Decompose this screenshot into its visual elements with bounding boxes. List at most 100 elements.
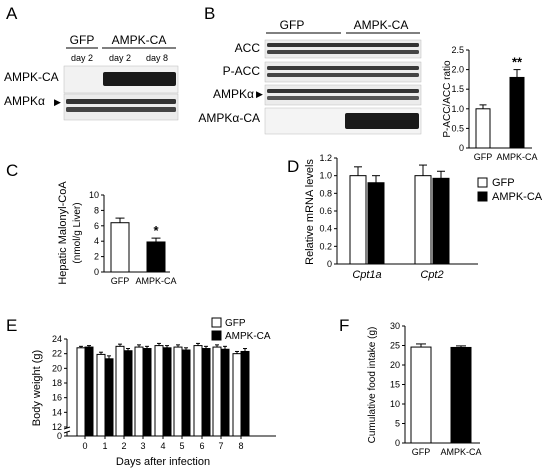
bar-gfp [193, 345, 203, 437]
chart-f-food-intake: 0 5 10 15 20 25 30 GFP AMPK-CA Cumulative food in… [367, 321, 482, 457]
blot-a: GFP AMPK-CA day 2 day 2 day 8 AMPK-CA AM… [4, 33, 179, 121]
significance-marker: * [153, 223, 159, 238]
bar-ampk-ca [432, 177, 450, 265]
blot-row-label: ACC [235, 41, 261, 55]
y-tick-label: 1.0 [451, 104, 464, 114]
y-tick-label: 0 [57, 431, 62, 441]
axis-break-mark [63, 426, 71, 430]
bar-ampk-ca [509, 76, 525, 149]
x-tick-label: AMPK-CA [440, 447, 481, 457]
bar-ampk-ca [84, 346, 94, 437]
y-axis-title: Relative mRNA levels [304, 159, 316, 265]
panel-label-e: E [6, 316, 17, 335]
axis-break-mark [63, 430, 71, 434]
blot-row-label: AMPKα [4, 94, 45, 108]
y-tick-label: 22 [52, 349, 62, 359]
y-axis-title: P-ACC/ACC ratio [442, 60, 453, 138]
bar-gfp [110, 222, 130, 273]
y-tick-label: 2.5 [451, 45, 464, 55]
bar-gfp [115, 345, 125, 437]
arrow-marker-icon: ▶ [54, 97, 61, 107]
y-tick-label: 20 [390, 360, 400, 370]
bar-gfp [76, 347, 86, 437]
x-tick-label: 3 [140, 441, 145, 451]
y-tick-label: 18 [52, 378, 62, 388]
y-tick-label: 24 [52, 334, 62, 344]
legend-label: GFP [492, 177, 515, 189]
bar-gfp [349, 175, 367, 265]
group-label-ampk-ca: AMPK-CA [112, 33, 167, 47]
arrow-marker-icon: ▶ [256, 89, 263, 99]
x-tick-label: 4 [160, 441, 165, 451]
panel-label-a: A [6, 4, 18, 23]
y-axis-title: Body weight (g) [31, 350, 43, 426]
y-tick-label: 1.0 [319, 171, 332, 181]
blot-b: GFP AMPK-CA ACC P-ACC AMPKα ▶ AMPKα-CA [198, 18, 422, 135]
y-axis-title: Hepatic Malonyl-CoA [57, 181, 69, 285]
y-tick-label: 8 [94, 205, 99, 215]
y-axis-title-units: (nmol/g Liver) [72, 202, 83, 263]
y-tick-label: 0 [94, 267, 99, 277]
y-tick-label: 15 [390, 380, 400, 390]
x-tick-label: 5 [179, 441, 184, 451]
panel-label-f: F [339, 316, 349, 335]
y-tick-label: 30 [390, 321, 400, 331]
blot-row-label: AMPK-CA [4, 70, 59, 84]
bar-gfp [212, 346, 222, 437]
group-label-ampk-ca: AMPK-CA [354, 18, 409, 32]
bar-gfp [475, 108, 491, 149]
bar-ampk-ca [104, 358, 114, 437]
bar-ampk-ca [220, 348, 230, 437]
y-tick-label: 16 [52, 393, 62, 403]
blot-row-label: P-ACC [223, 64, 261, 78]
panel-label-d: D [287, 157, 299, 176]
y-tick-label: 0.6 [319, 206, 332, 216]
group-label-gfp: GFP [70, 33, 95, 47]
lane-label: day 2 [109, 53, 131, 63]
x-tick-label: AMPK-CA [135, 276, 176, 286]
x-tick-label: GFP [412, 447, 431, 457]
y-tick-label: 2 [94, 252, 99, 262]
y-tick-label: 0.5 [451, 123, 464, 133]
bar-ampk-ca [146, 241, 166, 273]
y-tick-label: 5 [395, 419, 400, 429]
y-tick-label: 10 [390, 399, 400, 409]
chart-b-pacc-acc-ratio: 0 0.5 1.0 1.5 2.0 2.5 GFP AMPK-CA ** P-ACC/ACC ra… [442, 45, 538, 162]
bar-gfp [96, 353, 106, 437]
y-tick-label: 10 [89, 190, 99, 200]
bar-gfp [410, 346, 432, 444]
y-tick-label: 0 [327, 259, 332, 269]
x-tick-label: GFP [474, 152, 493, 162]
y-tick-label: 1.2 [319, 153, 332, 163]
legend-swatch [211, 330, 222, 341]
x-tick-label: Cpt2 [420, 269, 443, 281]
y-tick-label: 6 [94, 221, 99, 231]
bar-gfp [134, 346, 144, 437]
bar-ampk-ca [240, 350, 250, 437]
bar-ampk-ca [123, 350, 133, 437]
y-axis-title: Cumulative food intake (g) [367, 327, 378, 444]
panel-label-c: C [6, 161, 18, 180]
y-tick-label: 0.4 [319, 224, 332, 234]
bar-gfp [154, 345, 164, 437]
y-tick-label: 4 [94, 236, 99, 246]
x-tick-label: 1 [102, 441, 107, 451]
y-tick-label: 20 [52, 363, 62, 373]
y-tick-label: 2.0 [451, 65, 464, 75]
significance-marker: ** [512, 55, 523, 70]
group-label-gfp: GFP [280, 18, 305, 32]
bar-gfp [414, 175, 432, 265]
chart-c-malonyl-coa: 0 2 4 6 8 10 GFP AMPK-CA * Hepatic Malonyl-CoA (nm… [57, 181, 177, 286]
x-axis-title: Days after infection [116, 456, 210, 468]
x-tick-label: 8 [238, 441, 243, 451]
y-tick-label: 0.8 [319, 188, 332, 198]
x-tick-label: 6 [199, 441, 204, 451]
bar-ampk-ca [450, 346, 472, 444]
bar-gfp [232, 353, 242, 437]
bar-ampk-ca [367, 182, 385, 265]
blot-row-label: AMPKα-CA [198, 111, 260, 125]
bar-ampk-ca [142, 348, 152, 437]
y-tick-label: 12 [52, 422, 62, 432]
